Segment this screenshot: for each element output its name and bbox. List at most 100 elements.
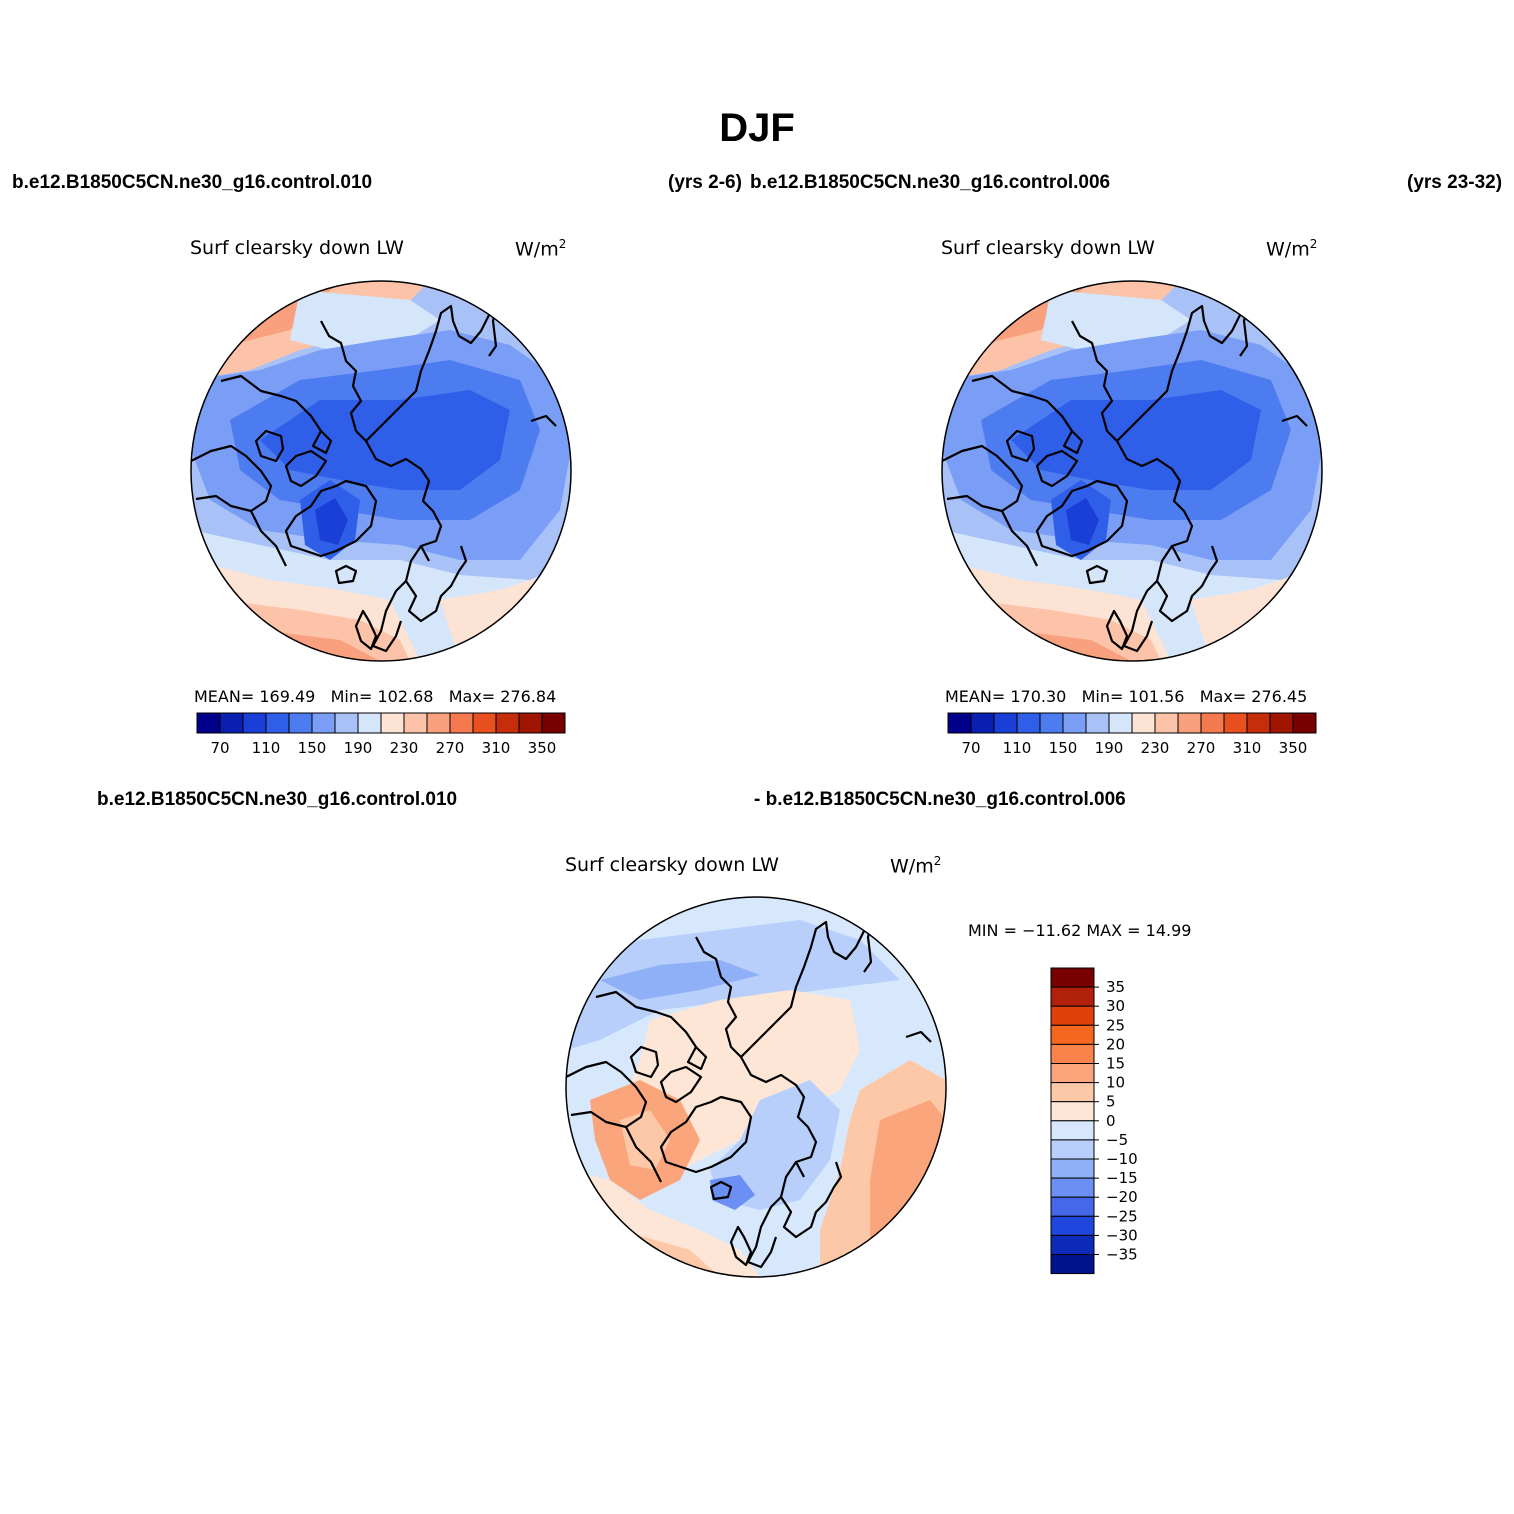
panel3-colorbar-tick-label: 35 [1106, 978, 1125, 996]
panel3-colorbar-tick-label: 30 [1106, 997, 1125, 1015]
panel1-colorbar-swatch [219, 712, 244, 734]
panel2-colorbar-tick-label: 110 [1003, 739, 1032, 757]
panel3-colorbar-swatch [1050, 967, 1095, 988]
panel3-colorbar-swatch [1050, 1196, 1095, 1217]
panel1-map [190, 280, 572, 662]
panel1-colorbar-tick-label: 190 [344, 739, 373, 757]
panel3-colorbar-tick-label: −10 [1106, 1150, 1138, 1168]
panel2-colorbar-swatch [947, 712, 972, 734]
panel3-colorbar-swatch [1050, 1177, 1095, 1198]
panel3-colorbar-swatch [1050, 1215, 1095, 1236]
panel2-colorbar-tick-label: 70 [961, 739, 980, 757]
panel2-colorbar-swatch [1085, 712, 1110, 734]
panel3-colorbar-tick-label: −20 [1106, 1188, 1138, 1206]
panel3-variable-label: Surf clearsky down LW [565, 854, 779, 876]
panel3-colorbar-tick-label: 10 [1106, 1074, 1125, 1092]
panel2-colorbar-swatch [970, 712, 995, 734]
panel1-colorbar-tick-label: 70 [210, 739, 229, 757]
panel3-colorbar-tick-label: −25 [1106, 1207, 1138, 1225]
case-b-header: b.e12.B1850C5CN.ne30_g16.control.006 [750, 172, 1111, 193]
panel2-colorbar-swatch [993, 712, 1018, 734]
panel1-colorbar-swatch [541, 712, 566, 734]
panel3-colorbar-tick-label: 5 [1106, 1093, 1116, 1111]
panel3-colorbar-swatch [1050, 986, 1095, 1007]
panel3-stats: MIN = −11.62 MAX = 14.99 [968, 921, 1192, 940]
panel1-colorbar-swatch [334, 712, 359, 734]
panel1-colorbar: 70 110 150 190 230 270 310 350 [196, 712, 566, 757]
page-title: DJF [719, 106, 795, 150]
panel3-colorbar-swatch [1050, 1063, 1095, 1084]
panel3-colorbar-tick-label: 15 [1106, 1055, 1125, 1073]
panel2-colorbar-swatch [1200, 712, 1225, 734]
panel1-colorbar-swatch [449, 712, 474, 734]
panel2-colorbar-tick-label: 230 [1141, 739, 1170, 757]
panel3-colorbar-swatch [1050, 1254, 1095, 1275]
case-a-header: b.e12.B1850C5CN.ne30_g16.control.010 [12, 172, 373, 193]
panel3-colorbar-swatch [1050, 1101, 1095, 1122]
panel1-colorbar-swatch [518, 712, 543, 734]
panel3-colorbar-swatch [1050, 1120, 1095, 1141]
panel2-colorbar-swatch [1269, 712, 1294, 734]
panel2-colorbar: 70 110 150 190 230 270 310 350 [947, 712, 1317, 757]
panel1-colorbar-swatch [288, 712, 313, 734]
panel2-colorbar-swatch [1223, 712, 1248, 734]
panel3-colorbar-tick-label: 25 [1106, 1016, 1125, 1034]
panel2-colorbar-swatch [1039, 712, 1064, 734]
panel1-colorbar-swatch [495, 712, 520, 734]
panel2-colorbar-swatch [1177, 712, 1202, 734]
panel3-colorbar-tick-label: −5 [1106, 1131, 1128, 1149]
panel3-colorbar-tick-label: 0 [1106, 1112, 1116, 1130]
panel2-variable-label: Surf clearsky down LW [941, 237, 1155, 259]
panel1-colorbar-swatch [242, 712, 267, 734]
panel3-colorbar-swatch [1050, 1139, 1095, 1160]
panel3-colorbar-swatch [1050, 1024, 1095, 1045]
diff-case-b-header: - b.e12.B1850C5CN.ne30_g16.control.006 [754, 789, 1126, 810]
panel2-colorbar-swatch [1131, 712, 1156, 734]
diff-case-a-header: b.e12.B1850C5CN.ne30_g16.control.010 [97, 789, 458, 810]
panel3-colorbar-tick-label: −35 [1106, 1246, 1138, 1264]
panel3-colorbar-swatch [1050, 1158, 1095, 1179]
panel3-colorbar-tick-label: 20 [1106, 1035, 1125, 1053]
panel2-map [941, 280, 1323, 662]
panel3-colorbar-swatch [1050, 1234, 1095, 1256]
panel2-stats: MEAN= 170.30 Min= 101.56 Max= 276.45 [945, 687, 1308, 706]
panel1-colorbar-tick-label: 110 [252, 739, 281, 757]
panel2-colorbar-tick-label: 150 [1049, 739, 1078, 757]
panel2-colorbar-tick-label: 190 [1095, 739, 1124, 757]
panel1-colorbar-swatch [265, 712, 290, 734]
panel2-colorbar-tick-label: 270 [1187, 739, 1216, 757]
panel2-colorbar-swatch [1108, 712, 1133, 734]
panel1-colorbar-swatch [380, 712, 405, 734]
panel3-colorbar-swatch [1050, 1005, 1095, 1026]
years-a-header: (yrs 2-6) [668, 172, 742, 193]
panel3-map [565, 896, 947, 1278]
panel1-stats: MEAN= 169.49 Min= 102.68 Max= 276.84 [194, 687, 557, 706]
panel3-colorbar-tick-label: −30 [1106, 1226, 1138, 1244]
panel3-colorbar-swatch [1050, 1082, 1095, 1103]
panel2-units-label: W/m2 [1266, 237, 1318, 261]
panel3-units-label: W/m2 [890, 854, 942, 878]
panel1-colorbar-swatch [426, 712, 451, 734]
panel2-colorbar-swatch [1154, 712, 1179, 734]
panel1-colorbar-tick-label: 150 [298, 739, 327, 757]
panel3-colorbar-swatch [1050, 1043, 1095, 1065]
panel1-colorbar-swatch [403, 712, 428, 734]
panel1-colorbar-tick-label: 270 [436, 739, 465, 757]
panel2-colorbar-swatch [1062, 712, 1087, 734]
panel1-colorbar-swatch [196, 712, 221, 734]
panel2-colorbar-swatch [1246, 712, 1271, 734]
panel1-colorbar-swatch [472, 712, 497, 734]
panel1-colorbar-swatch [357, 712, 382, 734]
panel2-colorbar-swatch [1016, 712, 1041, 734]
panel1-variable-label: Surf clearsky down LW [190, 237, 404, 259]
panel1-colorbar-swatch [311, 712, 336, 734]
panel1-units-label: W/m2 [515, 237, 567, 261]
panel2-colorbar-tick-label: 310 [1233, 739, 1262, 757]
panel1-colorbar-tick-label: 310 [482, 739, 511, 757]
panel1-colorbar-tick-label: 230 [390, 739, 419, 757]
panel2-colorbar-swatch [1292, 712, 1317, 734]
panel1-colorbar-tick-label: 350 [528, 739, 557, 757]
years-b-header: (yrs 23-32) [1407, 172, 1503, 193]
